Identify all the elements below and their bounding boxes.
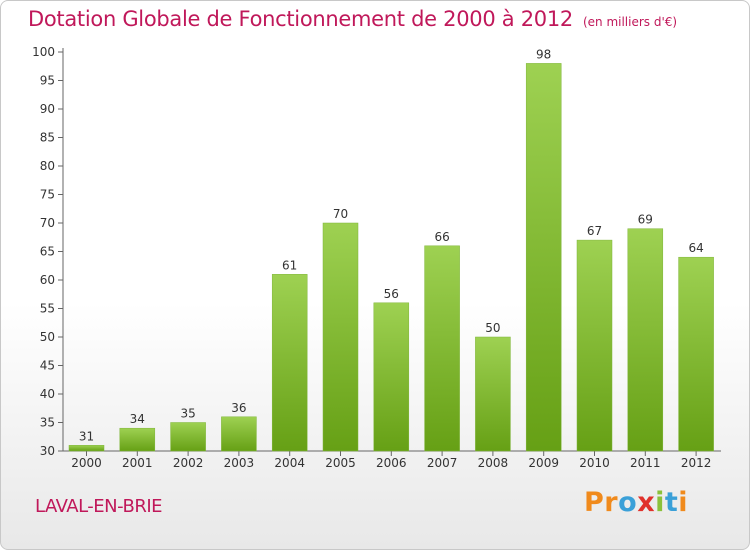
x-tick-label-2011: 2011 [630,456,661,470]
y-tick-label: 40 [40,387,55,401]
bar-2009 [525,63,562,452]
x-tick-label-2005: 2005 [325,456,356,470]
y-tick-label: 65 [40,245,55,259]
value-label-2004: 61 [282,258,297,272]
logo-letter: r [604,487,619,518]
x-tick-label-2009: 2009 [528,456,559,470]
logo-letter: P [584,487,605,518]
bar-2003 [221,416,257,452]
bar-2008 [475,336,511,452]
x-tick-label-2004: 2004 [274,456,305,470]
x-tick-label-2010: 2010 [579,456,610,470]
x-tick-label-2000: 2000 [71,456,102,470]
x-tick-label-2002: 2002 [173,456,204,470]
proxiti-logo[interactable]: Proxiti [584,487,688,518]
x-tick-label-2008: 2008 [478,456,509,470]
y-tick-label: 80 [40,159,55,173]
logo-letter: t [664,487,679,518]
chart-title: Dotation Globale de Fonctionnement de 20… [28,7,677,31]
bar-2005 [322,222,359,452]
y-tick-label: 35 [40,416,55,430]
chart-title-text: Dotation Globale de Fonctionnement de 20… [28,7,573,31]
value-label-2005: 70 [333,207,348,221]
bar-2000 [68,445,105,452]
y-tick-label: 100 [32,45,55,59]
value-label-2001: 34 [130,412,145,426]
y-tick-label: 50 [40,330,55,344]
logo-letter: i [678,487,689,518]
bar-2001 [119,427,156,452]
value-label-2002: 35 [180,407,195,421]
y-tick-label: 90 [40,102,55,116]
value-label-2011: 69 [638,213,653,227]
y-tick-label: 60 [40,273,55,287]
logo-letter: i [655,487,665,518]
bar-2011 [627,228,664,452]
bar-2012 [678,256,714,452]
y-tick-label: 45 [40,359,55,373]
bar-2002 [170,422,206,452]
x-tick-label-2003: 2003 [224,456,255,470]
bar-2007 [424,245,460,452]
commune-name: LAVAL-EN-BRIE [35,496,163,517]
value-label-2008: 50 [485,321,500,335]
x-tick-label-2006: 2006 [376,456,407,470]
x-tick-label-2012: 2012 [681,456,712,470]
bar-2010 [576,239,613,452]
y-tick-label: 55 [40,302,55,316]
logo-letter: x [637,487,656,518]
value-label-2000: 31 [79,429,94,443]
logo-letter: o [618,487,638,518]
value-label-2010: 67 [587,224,602,238]
y-tick-label: 70 [40,216,55,230]
x-tick-label-2001: 2001 [122,456,153,470]
bar-2006 [373,302,410,452]
y-tick-label: 30 [40,444,55,458]
value-label-2007: 66 [434,230,449,244]
y-tick-label: 75 [40,188,55,202]
value-label-2009: 98 [536,47,551,61]
value-label-2006: 56 [384,287,399,301]
x-tick-label-2007: 2007 [427,456,458,470]
chart-subtitle: (en milliers d'€) [582,15,678,29]
bar-2004 [271,274,308,452]
value-label-2003: 36 [231,401,246,415]
y-tick-label: 85 [40,131,55,145]
value-label-2012: 64 [688,241,703,255]
y-tick-label: 95 [40,74,55,88]
